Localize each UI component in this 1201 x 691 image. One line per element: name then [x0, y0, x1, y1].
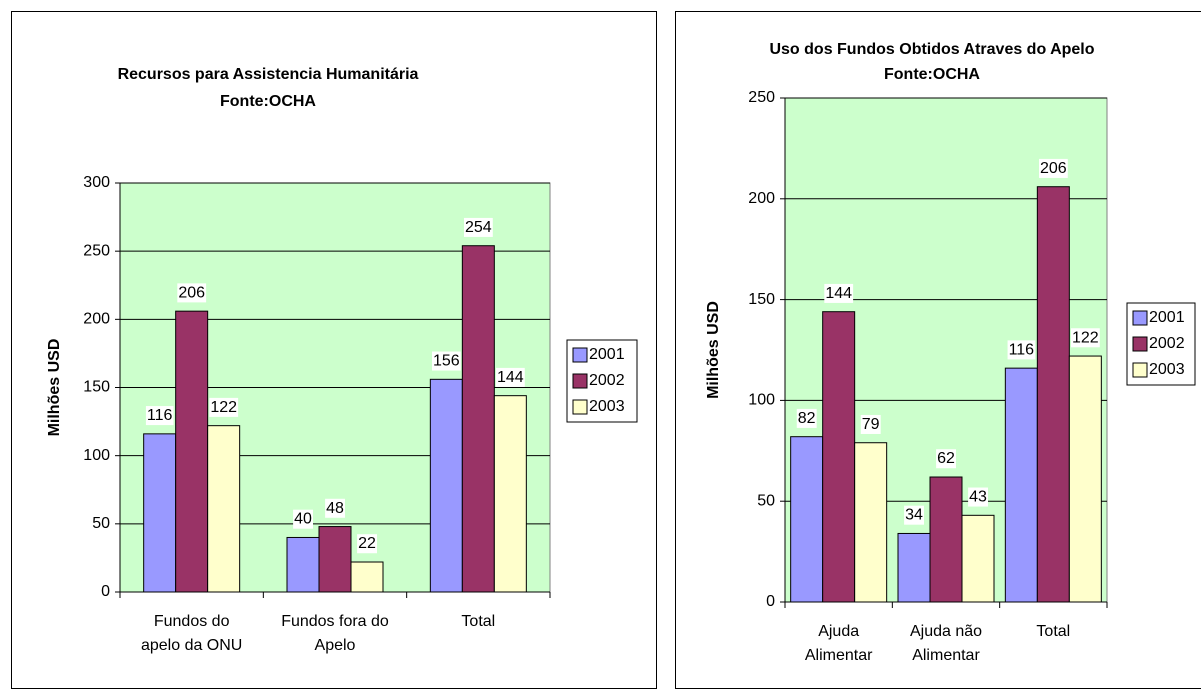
bar — [286, 536, 320, 593]
value-label-bg — [1070, 328, 1100, 348]
y-tick-label: 100 — [748, 392, 775, 409]
value-label-bg — [431, 351, 461, 371]
x-tick-label: Alimentar — [805, 647, 873, 664]
legend-label: 2002 — [589, 372, 625, 389]
value-label-bg — [796, 408, 817, 428]
y-tick-label: 200 — [83, 311, 110, 328]
chart-subtitle: Fonte:OCHA — [884, 66, 980, 83]
x-tick-label: Total — [1036, 623, 1070, 640]
value-label: 43 — [969, 489, 987, 506]
value-label: 79 — [862, 416, 880, 433]
value-label-bg — [463, 217, 493, 237]
legend-label: 2001 — [1149, 309, 1185, 326]
value-label-bg — [209, 397, 239, 417]
y-tick-label: 200 — [748, 190, 775, 207]
y-tick-label: 150 — [83, 379, 110, 396]
y-axis-label: Milhões USD — [46, 339, 63, 437]
chart-title: Uso dos Fundos Obtidos Atraves do Apelo — [769, 41, 1094, 58]
y-axis-label: Milhões USD — [705, 301, 722, 399]
value-label: 48 — [326, 500, 344, 517]
value-label: 82 — [798, 410, 816, 427]
y-tick-label: 300 — [83, 174, 110, 191]
x-tick-label: Fundos fora do — [281, 613, 389, 630]
legend-swatch — [572, 373, 588, 389]
value-label: 144 — [497, 369, 524, 386]
value-label-bg — [145, 406, 174, 426]
bar — [1004, 367, 1038, 603]
value-label-bg — [177, 283, 207, 303]
legend-label: 2001 — [589, 346, 625, 363]
bar — [1068, 355, 1102, 603]
legend-swatch — [1132, 310, 1148, 326]
y-tick-label: 50 — [92, 515, 110, 532]
value-label: 206 — [178, 284, 205, 301]
value-label: 122 — [210, 399, 237, 416]
value-label-bg — [325, 498, 345, 518]
y-tick-label: 150 — [748, 291, 775, 308]
value-label-bg — [357, 534, 377, 554]
bar — [493, 395, 527, 593]
x-tick-label: Fundos do — [154, 613, 230, 630]
x-tick-label: Apelo — [315, 637, 356, 654]
y-tick-label: 0 — [101, 583, 110, 600]
chart-title: Recursos para Assistencia Humanitária — [118, 66, 419, 83]
value-label: 22 — [358, 535, 376, 552]
bar — [790, 436, 824, 603]
y-tick-label: 250 — [83, 242, 110, 259]
legend-label: 2003 — [589, 398, 625, 415]
value-label: 254 — [465, 219, 492, 236]
legend-swatch — [1132, 362, 1148, 378]
bar — [854, 442, 888, 603]
chart-subtitle: Fonte:OCHA — [220, 93, 316, 110]
legend-label: 2002 — [1149, 335, 1185, 352]
value-label-bg — [1038, 158, 1068, 178]
value-label: 206 — [1040, 160, 1067, 177]
x-tick-label: Ajuda não — [910, 623, 982, 640]
x-tick-label: Ajuda — [818, 623, 859, 640]
y-tick-label: 250 — [748, 89, 775, 106]
value-label-bg — [495, 367, 525, 387]
value-label: 34 — [905, 507, 923, 524]
bar — [1036, 186, 1070, 603]
bar — [961, 514, 995, 603]
bar — [897, 532, 931, 603]
bar — [207, 425, 241, 593]
legend-swatch — [572, 347, 588, 363]
bar — [143, 433, 177, 593]
value-label-bg — [824, 283, 854, 303]
value-label: 40 — [294, 511, 312, 528]
bar — [350, 561, 384, 593]
legend-swatch — [1132, 336, 1148, 352]
value-label-bg — [904, 505, 924, 525]
value-label: 122 — [1072, 329, 1099, 346]
bar — [175, 310, 209, 593]
legend-swatch — [572, 399, 588, 415]
bar — [822, 311, 856, 603]
value-label: 62 — [937, 450, 955, 467]
bar — [318, 526, 352, 593]
x-tick-label: Total — [461, 613, 495, 630]
y-tick-label: 0 — [766, 593, 775, 610]
x-tick-label: Alimentar — [912, 647, 980, 664]
bar — [461, 245, 495, 593]
x-tick-label: apelo da ONU — [141, 637, 242, 654]
value-label: 116 — [1009, 341, 1035, 358]
value-label: 144 — [825, 285, 852, 302]
value-label-bg — [860, 414, 881, 434]
value-label-bg — [1007, 340, 1036, 360]
value-label-bg — [293, 509, 313, 529]
y-tick-label: 100 — [83, 447, 110, 464]
bar — [929, 476, 963, 603]
value-label: 116 — [147, 407, 173, 424]
y-tick-label: 50 — [757, 492, 775, 509]
bar — [429, 378, 463, 593]
value-label-bg — [968, 487, 988, 507]
value-label: 156 — [433, 353, 460, 370]
legend-label: 2003 — [1149, 361, 1185, 378]
value-label-bg — [936, 449, 956, 469]
